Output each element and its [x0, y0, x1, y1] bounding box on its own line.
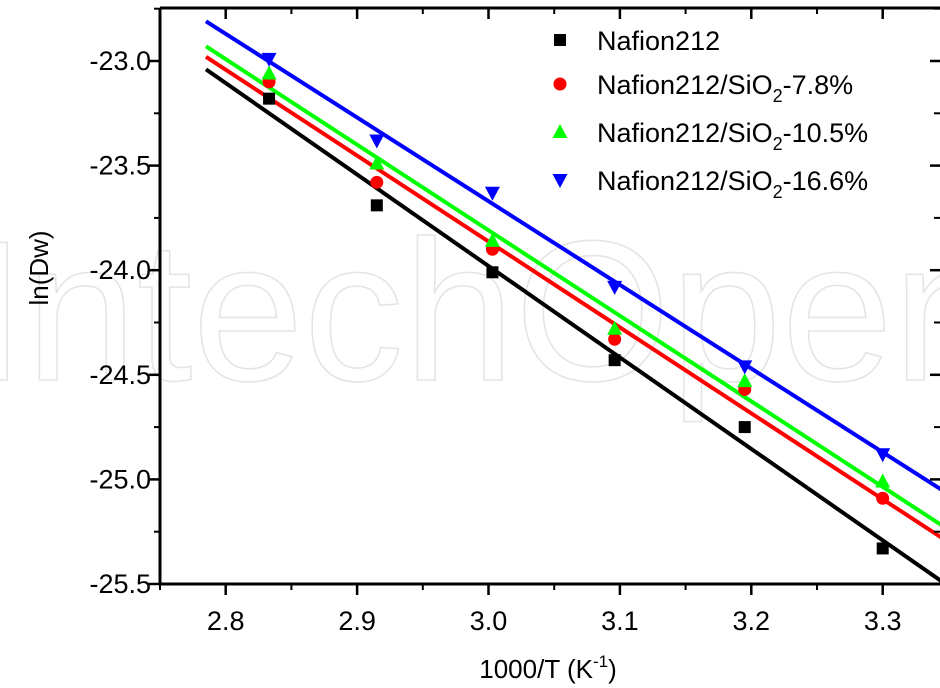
y-tick-label: -23.5: [89, 151, 151, 181]
data-point-s2-2: [370, 175, 384, 189]
fit-line-3: [204, 44, 940, 527]
legend-label-3: Nafion212/SiO2-10.5%: [597, 118, 868, 154]
x-tick-label: 3.3: [864, 606, 902, 636]
legend-label-1: Nafion212: [597, 26, 720, 56]
data-point-s3-3: [484, 232, 500, 247]
data-point-s4-6: [875, 448, 891, 463]
x-tick-label: 3.2: [733, 606, 771, 636]
x-tick-label: 3.0: [470, 606, 508, 636]
legend-label-2: Nafion212/SiO2-7.8%: [597, 70, 853, 106]
data-point-s3-5: [737, 373, 753, 388]
data-point-s1-1: [263, 92, 276, 105]
data-point-s3-4: [607, 320, 623, 335]
data-point-s1-2: [370, 199, 383, 212]
y-tick-label: -24.0: [89, 255, 151, 285]
x-axis-title-sup: -1: [593, 652, 608, 671]
x-axis-title: 1000/T (K-1): [479, 652, 617, 684]
data-point-s3-1: [261, 65, 277, 80]
data-point-s4-1: [261, 52, 277, 67]
legend: Nafion212 Nafion212/SiO2-7.8% Nafion212/Si…: [552, 26, 868, 202]
data-point-s4-5: [737, 360, 753, 375]
y-tick-label: -23.0: [89, 46, 151, 76]
data-point-s4-2: [369, 134, 385, 149]
fit-line-2: [204, 55, 940, 540]
fit-line-4: [204, 19, 940, 492]
data-point-s4-4: [607, 280, 623, 295]
x-tick-label: 3.1: [601, 606, 639, 636]
data-point-s1-4: [608, 354, 621, 367]
axes: 2.8 2.9 3.0 3.1 3.2 3.3 -23.0 -23.5 -24.0 -24.5 -2…: [89, 6, 940, 636]
plot-area: [204, 19, 940, 583]
x-tick-label: 2.9: [338, 606, 376, 636]
data-point-s2-4: [608, 332, 622, 346]
y-tick-label: -24.5: [89, 360, 151, 390]
x-axis-title-tail: ): [608, 654, 617, 684]
data-point-s1-6: [876, 542, 889, 555]
x-axis-title-base: 1000/T (K: [479, 654, 593, 684]
x-tick-label: 2.8: [207, 606, 245, 636]
y-tick-label: -25.5: [89, 569, 151, 599]
legend-label-4: Nafion212/SiO2-16.6%: [597, 166, 868, 202]
data-point-s1-3: [486, 266, 499, 279]
data-point-s4-3: [484, 186, 500, 201]
legend-marker-4: [552, 174, 568, 188]
y-tick-label: -25.0: [89, 464, 151, 494]
watermark: IntechOpen: [0, 200, 940, 423]
fit-line-1: [204, 67, 940, 583]
legend-marker-1: [554, 34, 566, 46]
data-point-s2-6: [876, 491, 890, 505]
y-axis-title: ln(Dw): [24, 230, 54, 305]
legend-marker-2: [553, 77, 567, 91]
data-point-s3-2: [369, 155, 385, 170]
data-point-s1-5: [738, 421, 751, 434]
legend-marker-3: [552, 124, 568, 138]
data-point-s3-6: [875, 473, 891, 488]
